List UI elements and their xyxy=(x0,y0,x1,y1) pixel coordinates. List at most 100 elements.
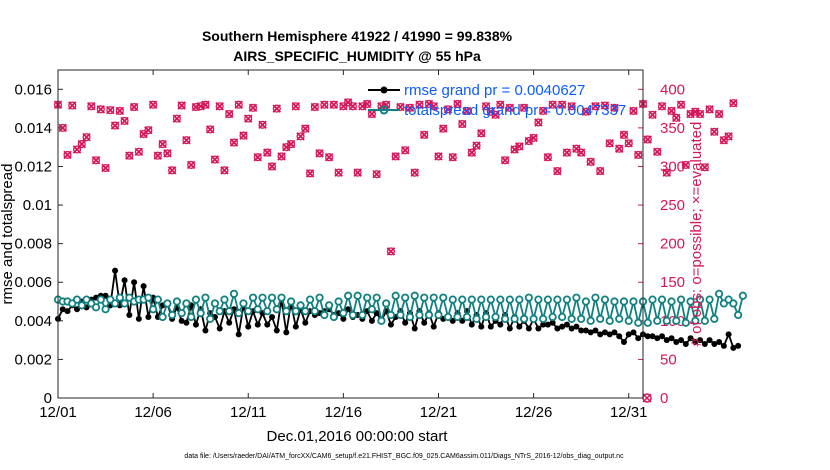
rmse-point xyxy=(616,333,623,340)
obs-possible-marker xyxy=(534,118,543,127)
y-right-tick-label: 50 xyxy=(660,351,677,368)
rmse-point xyxy=(544,321,551,328)
rmse-point xyxy=(516,323,523,330)
obs-evaluated-stroke xyxy=(405,103,415,113)
obs-evaluated-marker xyxy=(167,166,177,175)
obs-evaluated-marker xyxy=(367,109,377,119)
obs-evaluated-stroke xyxy=(576,148,586,157)
obs-evaluated-marker xyxy=(244,114,253,123)
obs-evaluated-stroke xyxy=(595,166,605,176)
chart-subtitle: AIRS_SPECIFIC_HUMIDITY @ 55 hPa xyxy=(233,48,481,64)
obs-evaluated-stroke xyxy=(358,102,367,111)
totalspread-point xyxy=(515,295,524,304)
totalspread-point xyxy=(510,314,519,323)
obs-possible-marker xyxy=(505,103,514,112)
obs-evaluated-stroke xyxy=(239,131,248,140)
obs-possible-marker xyxy=(267,162,277,171)
obs-evaluated-stroke xyxy=(386,247,396,256)
obs-evaluated-stroke xyxy=(477,129,486,138)
obs-evaluated-marker xyxy=(144,125,153,135)
obs-evaluated-marker xyxy=(643,135,652,144)
obs-evaluated-marker xyxy=(163,149,172,158)
obs-evaluated-marker xyxy=(529,133,538,143)
totalspread-point xyxy=(477,295,486,304)
obs-possible-marker xyxy=(329,100,338,109)
rmse-point xyxy=(611,329,618,336)
rmse-point xyxy=(131,279,138,286)
rmse-point xyxy=(269,313,276,320)
rmse-point xyxy=(630,329,637,336)
totalspread-point xyxy=(448,295,457,304)
obs-possible-marker xyxy=(239,131,248,140)
totalspread-point xyxy=(705,295,714,304)
x-tick-label: 12/31 xyxy=(610,404,648,421)
obs-evaluated-marker xyxy=(591,102,600,111)
legend-label-rmse: rmse grand pr = 0.0040627 xyxy=(404,82,585,99)
totalspread-point xyxy=(253,305,262,314)
rmse-point xyxy=(620,339,627,346)
obs-evaluated-marker xyxy=(272,104,282,113)
obs-possible-marker xyxy=(158,140,167,149)
totalspread-point xyxy=(681,318,690,327)
rmse-point xyxy=(716,339,723,346)
obs-evaluated-marker xyxy=(595,166,605,176)
obs-evaluated-marker xyxy=(296,132,305,141)
totalspread-point xyxy=(324,301,334,310)
rmse-point xyxy=(140,283,147,290)
obs-possible-marker xyxy=(315,149,324,158)
obs-evaluated-marker xyxy=(705,105,714,114)
obs-evaluated-stroke xyxy=(91,156,101,165)
totalspread-point xyxy=(610,297,619,306)
totalspread-point xyxy=(524,293,533,302)
obs-evaluated-marker xyxy=(453,99,462,109)
obs-possible-marker xyxy=(539,106,548,115)
obs-possible-marker xyxy=(567,102,576,111)
obs-possible-marker xyxy=(610,103,619,112)
obs-evaluated-stroke xyxy=(334,168,343,177)
ticks-layer: 12/01 12/06 12/11 12/16 12/21 12/26 12/31 0 0.00… xyxy=(14,70,685,421)
obs-evaluated-stroke xyxy=(619,130,629,140)
obs-evaluated-marker xyxy=(282,142,291,152)
obs-evaluated-stroke xyxy=(58,123,67,133)
totalspread-point xyxy=(710,314,719,323)
obs-evaluated-stroke xyxy=(515,142,524,151)
obs-possible-marker xyxy=(87,102,96,111)
rmse-point xyxy=(368,317,375,324)
totalspread-point xyxy=(229,289,239,298)
obs-possible-marker xyxy=(253,153,262,162)
obs-evaluated-marker xyxy=(106,105,115,115)
obs-evaluated-marker xyxy=(134,147,144,157)
obs-evaluated-stroke xyxy=(505,103,515,113)
totalspread-point xyxy=(714,289,724,298)
obs-evaluated-marker xyxy=(462,106,472,116)
obs-possible-marker xyxy=(215,102,224,111)
obs-evaluated-marker xyxy=(234,100,243,109)
obs-evaluated-marker xyxy=(253,152,262,162)
obs-evaluated-stroke xyxy=(458,119,467,129)
obs-evaluated-stroke xyxy=(172,114,182,123)
x-tick-label: 12/06 xyxy=(134,404,172,421)
totalspread-point xyxy=(657,295,667,304)
obs-evaluated-stroke xyxy=(424,99,434,109)
obs-possible-marker xyxy=(596,167,605,176)
totalspread-point xyxy=(77,301,86,310)
y-axis-label-right: # of obs: o=possible; ×=evaluated xyxy=(688,122,705,347)
obs-evaluated-stroke xyxy=(624,139,633,148)
obs-possible-marker xyxy=(220,166,229,175)
obs-evaluated-marker xyxy=(348,102,358,111)
obs-evaluated-marker xyxy=(629,106,638,116)
totalspread-point xyxy=(443,312,453,322)
totalspread-point xyxy=(729,299,738,308)
obs-evaluated-marker xyxy=(258,120,267,130)
rmse-point xyxy=(682,340,689,347)
obs-evaluated-stroke xyxy=(167,166,177,175)
legend-marker-rmse xyxy=(380,86,388,94)
obs-evaluated-marker xyxy=(619,130,629,140)
data-file-note: data file: /Users/raeder/DAI/ATM_forcXX/… xyxy=(184,453,624,460)
totalspread-point xyxy=(581,297,591,306)
totalspread-point xyxy=(158,312,167,322)
obs-evaluated-stroke xyxy=(315,149,324,158)
obs-possible-marker xyxy=(82,133,91,142)
totalspread-point xyxy=(415,310,424,320)
obs-evaluated-stroke xyxy=(524,136,534,146)
